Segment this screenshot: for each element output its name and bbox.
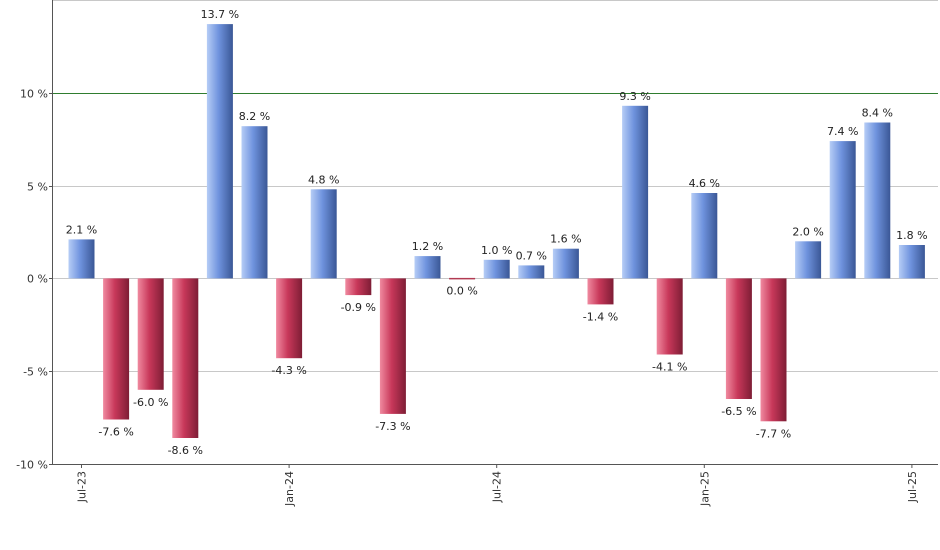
bar bbox=[518, 265, 545, 279]
bar bbox=[898, 245, 925, 279]
x-tick-label: Jul-25 bbox=[906, 471, 919, 503]
x-tick-label: Jan-24 bbox=[283, 471, 296, 507]
y-tick-label: 5 % bbox=[27, 181, 48, 194]
bar bbox=[691, 193, 718, 279]
data-label: -4.1 % bbox=[652, 361, 687, 374]
x-tick-label: Jan-25 bbox=[698, 471, 711, 507]
bar bbox=[345, 278, 372, 296]
data-label: 1.8 % bbox=[896, 229, 927, 242]
bar bbox=[310, 189, 337, 279]
bar bbox=[622, 105, 649, 279]
y-tick-label: 0 % bbox=[27, 273, 48, 286]
y-tick-label: -5 % bbox=[23, 366, 48, 379]
data-label: -6.5 % bbox=[721, 405, 756, 418]
bar bbox=[829, 141, 856, 279]
bar bbox=[276, 278, 303, 359]
data-label: 4.8 % bbox=[308, 173, 339, 186]
bar bbox=[449, 277, 476, 280]
bar bbox=[760, 278, 787, 422]
x-tick-label: Jul-23 bbox=[76, 471, 89, 503]
bars bbox=[68, 24, 925, 438]
bar bbox=[241, 126, 268, 279]
data-labels: 2.1 % -7.6 % -6.0 % -8.6 % 13.7 % 8.2 % -4.3 %… bbox=[66, 8, 928, 457]
bar bbox=[68, 239, 95, 279]
data-label: 9.3 % bbox=[619, 90, 650, 103]
y-tick-label: -10 % bbox=[16, 459, 48, 472]
data-label: -0.9 % bbox=[341, 301, 376, 314]
bar bbox=[206, 24, 233, 279]
data-label: 2.1 % bbox=[66, 223, 97, 236]
y-tick-label: 10 % bbox=[20, 88, 48, 101]
data-label: -7.6 % bbox=[98, 426, 133, 439]
data-label: -6.0 % bbox=[133, 396, 168, 409]
data-label: -7.3 % bbox=[375, 420, 410, 433]
data-label: 8.4 % bbox=[862, 107, 893, 120]
data-label: -4.3 % bbox=[271, 364, 306, 377]
bar bbox=[864, 122, 891, 279]
data-label: -8.6 % bbox=[168, 444, 203, 457]
bar bbox=[483, 259, 510, 279]
data-label: 4.6 % bbox=[689, 177, 720, 190]
data-label: 0.0 % bbox=[446, 284, 477, 297]
data-label: 13.7 % bbox=[201, 8, 239, 21]
data-label: 0.7 % bbox=[516, 249, 547, 262]
bar bbox=[172, 278, 199, 438]
bar bbox=[795, 241, 822, 279]
bar bbox=[587, 278, 614, 305]
x-tick-label: Jul-24 bbox=[491, 471, 504, 503]
data-label: 8.2 % bbox=[239, 110, 270, 123]
bar bbox=[137, 278, 164, 390]
bar bbox=[414, 256, 441, 279]
data-label: 1.6 % bbox=[550, 233, 581, 246]
data-label: -1.4 % bbox=[583, 310, 618, 323]
bar bbox=[552, 248, 579, 279]
data-label: -7.7 % bbox=[756, 427, 791, 440]
data-label: 7.4 % bbox=[827, 125, 858, 138]
data-label: 1.2 % bbox=[412, 240, 443, 253]
data-label: 1.0 % bbox=[481, 244, 512, 257]
data-label: 2.0 % bbox=[792, 225, 823, 238]
bar bbox=[725, 278, 752, 399]
bar bbox=[103, 278, 130, 420]
bar bbox=[379, 278, 406, 414]
axes: -10 % -5 % 0 % 5 % 10 % Jul-23 Jan-24 Jul-24 Jan… bbox=[16, 0, 938, 507]
bar bbox=[656, 278, 683, 355]
